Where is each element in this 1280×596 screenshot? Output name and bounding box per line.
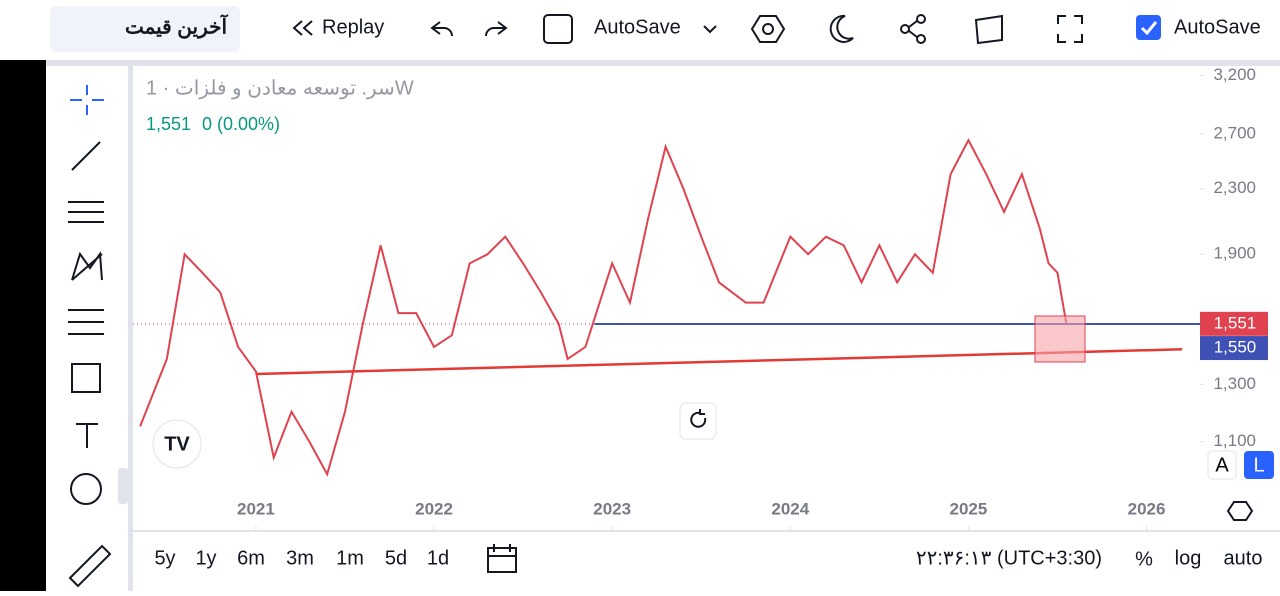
log-button[interactable]: [1244, 451, 1274, 479]
trendline[interactable]: [255, 348, 1183, 376]
y-tick-label: 1,900: [1213, 244, 1256, 263]
auto-button-label[interactable]: A: [1215, 454, 1229, 476]
x-tick-label: 2026: [1128, 499, 1166, 518]
range-button[interactable]: 1d: [427, 547, 449, 569]
checkbox[interactable]: [1136, 15, 1161, 40]
legend-price: 1,551: [146, 114, 191, 134]
replay[interactable]: Replay: [322, 16, 384, 38]
x-tick-label: 2022: [415, 499, 453, 518]
y-tick-label: 2,300: [1213, 178, 1256, 197]
chart-settings[interactable]: [1226, 501, 1254, 521]
log[interactable]: log: [1175, 547, 1202, 569]
range-button[interactable]: 1y: [195, 547, 216, 569]
x-tick-label: 2023: [593, 499, 631, 518]
tv-logo[interactable]: [152, 419, 202, 469]
theme[interactable]: [829, 14, 854, 43]
last-price-tag: [1200, 311, 1268, 336]
range-button[interactable]: 3m: [286, 547, 314, 569]
check: [1140, 21, 1158, 36]
plot: 1,100 1,300 1,900 2,300 2,700 3,200 2021 2022 20…: [133, 65, 1268, 530]
x-tick-label: 2025: [950, 499, 988, 518]
dropdown[interactable]: [703, 25, 717, 34]
reset-icon: [690, 409, 707, 428]
range-button[interactable]: 1m: [336, 547, 364, 569]
separator: [46, 60, 1280, 66]
x-tick-label: 2024: [771, 499, 809, 518]
last-price-label[interactable]: آخرین قیمت: [125, 13, 229, 39]
ranges: 5y 1y 6m 3m 1m 5d 1d: [154, 547, 449, 569]
hline-tag: [1200, 336, 1268, 361]
hline-label: 1,550: [1214, 338, 1257, 357]
settings[interactable]: [750, 15, 786, 43]
y-tick-label: 2,700: [1213, 123, 1256, 142]
symbol-title: سر. توسعه معادن و فلزات · 1W: [146, 77, 414, 99]
y-tick-label: 3,200: [1213, 65, 1256, 84]
rectangle-drawing[interactable]: [1034, 315, 1086, 363]
auto-button[interactable]: [1207, 450, 1237, 480]
autosave-menu[interactable]: AutoSave: [594, 16, 681, 38]
price-line: [139, 138, 1068, 477]
y-tick-label: 1,300: [1213, 374, 1256, 393]
last-price-label: 1,551: [1214, 313, 1257, 332]
undo[interactable]: [430, 21, 453, 37]
layout-icon[interactable]: [543, 14, 573, 44]
separator: [133, 530, 1280, 532]
settings-dot: [762, 23, 774, 35]
last-price-button[interactable]: [50, 6, 240, 52]
range-button[interactable]: 5d: [385, 547, 407, 569]
legend-change: 0 (0.00%): [202, 114, 280, 134]
date-range[interactable]: [487, 544, 517, 573]
autosave-checkbox-label[interactable]: AutoSave: [1174, 16, 1261, 38]
range-button[interactable]: 6m: [237, 547, 265, 569]
clock: ۲۲:۳۶:۱۳ (UTC+3:30): [916, 547, 1102, 569]
tv-logo-text: TV: [164, 433, 190, 455]
share[interactable]: [900, 14, 926, 44]
redo[interactable]: [485, 21, 508, 37]
snapshot[interactable]: [974, 14, 1003, 45]
auto[interactable]: auto: [1224, 547, 1263, 569]
fullscreen[interactable]: [1057, 15, 1083, 43]
percent[interactable]: %: [1135, 548, 1153, 570]
collapse[interactable]: [118, 468, 128, 504]
drawing-tools[interactable]: [68, 85, 112, 588]
log-button-label[interactable]: L: [1253, 454, 1264, 476]
x-tick-label: 2021: [237, 499, 275, 518]
replay-icon[interactable]: [292, 20, 313, 36]
range-button[interactable]: 5y: [154, 547, 175, 569]
left-edge: [0, 60, 46, 591]
reset-button[interactable]: [679, 402, 717, 440]
y-tick-label: 1,100: [1213, 431, 1256, 450]
separator: [128, 66, 133, 591]
